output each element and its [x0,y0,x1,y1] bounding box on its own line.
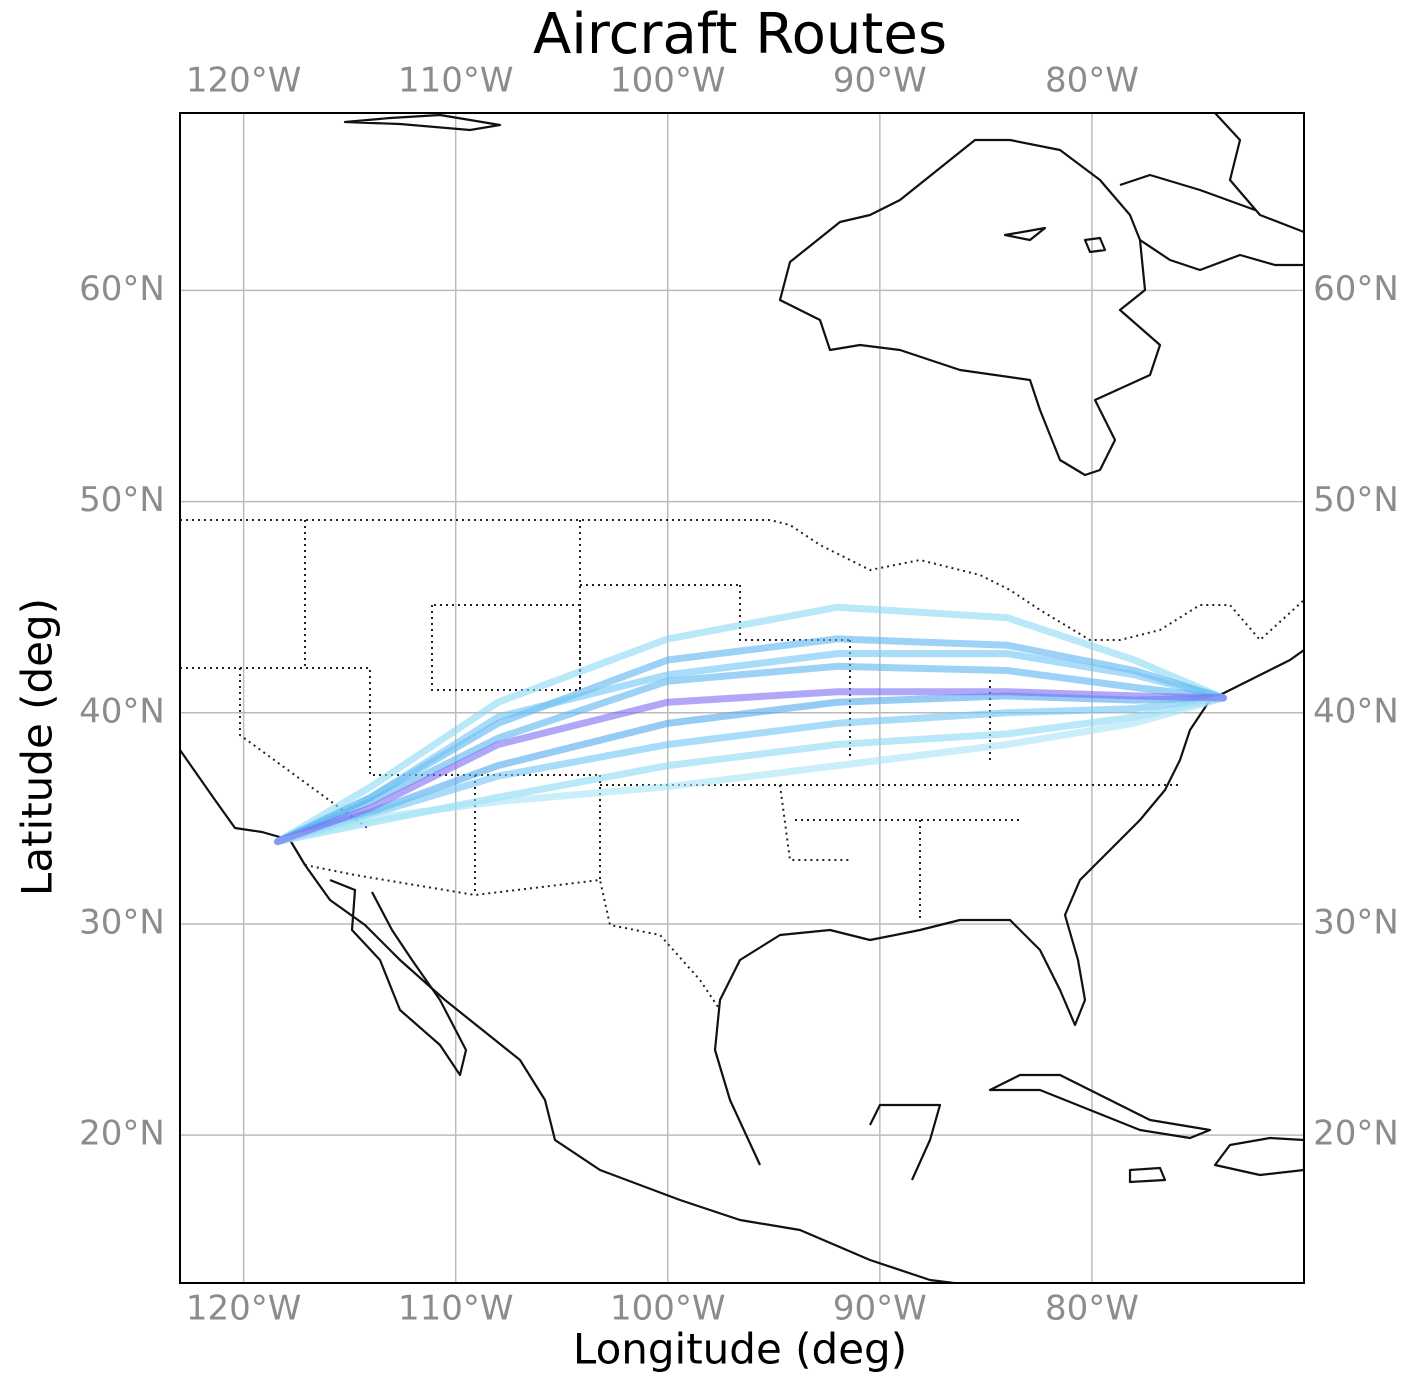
y-tick-label: 60°N [79,269,165,309]
route [274,650,1227,846]
x-tick-label: 120°W [186,61,302,101]
coastline [329,878,468,1077]
y-tick-label: 40°N [79,691,165,731]
y-tick-label: 40°N [1313,691,1399,731]
y-tick-label: 20°N [79,1114,165,1154]
coastline [988,226,1304,1184]
route [274,662,1227,846]
border [304,864,721,1011]
x-tick-label: 80°W [1045,61,1139,101]
x-tick-label: 100°W [610,61,726,101]
chart-title: Aircraft Routes [533,2,947,67]
plot-frame [179,112,1305,1284]
x-tick-label: 90°W [833,1289,927,1329]
coastline [778,138,1162,477]
x-tick-label: 80°W [1045,1289,1139,1329]
y-axis-label: Latitude (deg) [13,598,62,896]
coastline [343,113,1304,272]
route [274,694,1227,846]
routes [274,603,1227,846]
y-tick-label: 60°N [1313,269,1399,309]
x-tick-label: 120°W [186,1289,302,1329]
basemap [180,113,1304,1283]
y-tick-label: 50°N [79,480,165,520]
x-tick-label: 90°W [833,61,927,101]
x-tick-label: 100°W [610,1289,726,1329]
y-tick-label: 20°N [1313,1114,1399,1154]
y-tick-label: 30°N [79,902,165,942]
y-tick-label: 30°N [1313,902,1399,942]
coastline [869,1103,942,1181]
route [274,694,1227,846]
x-tick-label: 110°W [398,1289,514,1329]
coastline [180,749,963,1283]
route [274,688,1227,846]
x-axis-label: Longitude (deg) [573,1325,907,1374]
route [274,603,1227,846]
coastline [713,649,1304,1166]
x-tick-label: 110°W [398,61,514,101]
y-tick-label: 50°N [1313,480,1399,520]
